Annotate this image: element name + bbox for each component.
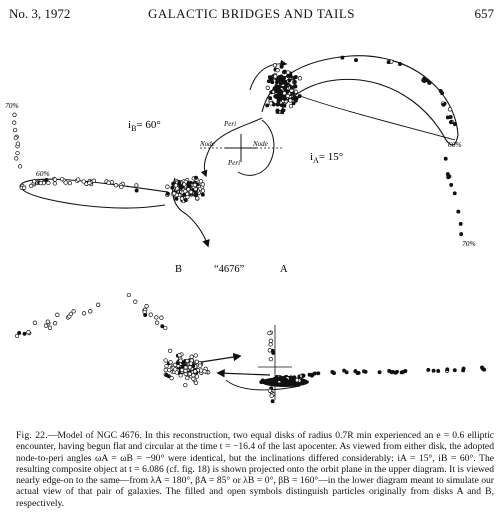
galaxy-b-particles bbox=[165, 175, 206, 204]
caption-text: —Model of NGC 4676. In this reconstructi… bbox=[16, 430, 495, 509]
figure-caption: Fig. 22.—Model of NGC 4676. In this reco… bbox=[16, 430, 494, 509]
tail-a-outline bbox=[261, 55, 459, 146]
percent-70-right: 70% bbox=[462, 239, 476, 248]
percent-60-left: 60% bbox=[36, 169, 50, 178]
galaxy-a-particles bbox=[265, 63, 303, 115]
caption-lead: Fig. 22. bbox=[16, 430, 48, 441]
label-node-left: Node bbox=[199, 140, 215, 148]
label-inclination-b: iB= 60° bbox=[128, 119, 161, 133]
page-number: 657 bbox=[474, 6, 495, 21]
tail-a-lower bbox=[299, 95, 456, 141]
scattered-particles-upper bbox=[12, 55, 464, 237]
journal-issue: No. 3, 1972 bbox=[9, 6, 71, 21]
upper-diagram: iB= 60° iA= 15° 70% 60% 60% 70% Peri Nod… bbox=[5, 55, 476, 275]
label-galaxy-a: A bbox=[280, 264, 288, 275]
lower-diagram bbox=[14, 292, 487, 404]
tail-b-outline bbox=[19, 178, 169, 209]
orbit-arc-top bbox=[249, 59, 288, 91]
label-node-right: Node bbox=[252, 140, 268, 148]
label-peri-top: Peri bbox=[223, 120, 236, 128]
lower-view-line bbox=[225, 379, 301, 391]
running-title: GALACTIC BRIDGES AND TAILS bbox=[147, 6, 356, 21]
orbit-arc-right bbox=[237, 119, 275, 176]
lower-particles bbox=[14, 292, 487, 404]
label-galaxy-b: B bbox=[175, 264, 182, 275]
label-peri-bottom: Peri bbox=[227, 159, 240, 167]
lower-view-arrow-right bbox=[216, 369, 271, 378]
percent-70-left: 70% bbox=[5, 101, 19, 110]
label-inclination-a: iA= 15° bbox=[310, 151, 343, 165]
percent-60-right: 60% bbox=[448, 140, 462, 149]
label-object-name: “4676” bbox=[214, 264, 245, 275]
